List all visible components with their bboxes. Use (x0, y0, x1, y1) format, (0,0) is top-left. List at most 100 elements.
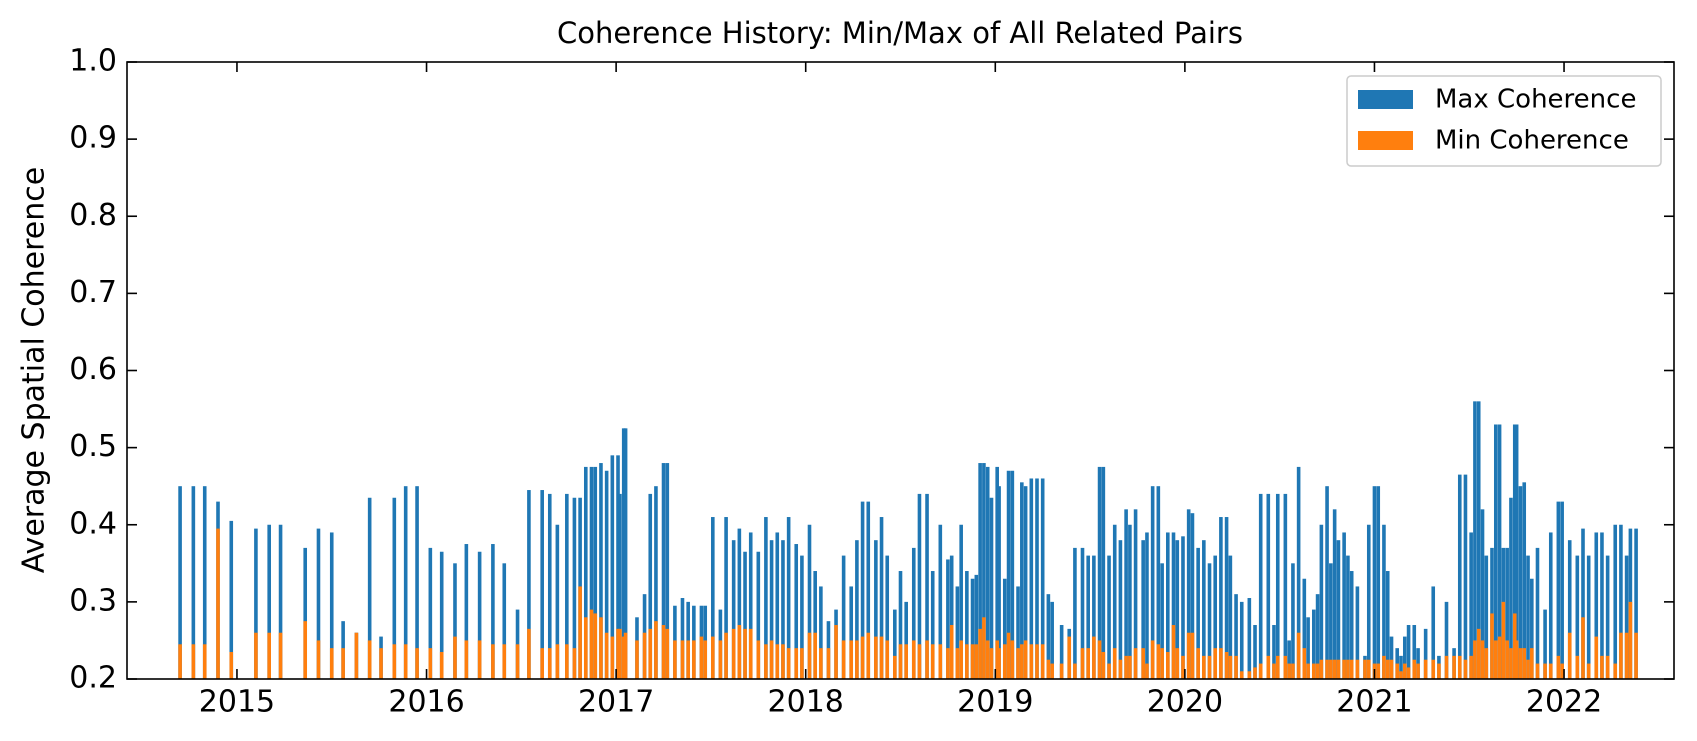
bar (572, 497, 577, 679)
x-tick-label: 2021 (1336, 685, 1412, 720)
bar (1613, 663, 1618, 679)
bar (1150, 640, 1155, 679)
bar (1355, 659, 1360, 679)
bar (925, 640, 929, 679)
bar (959, 640, 963, 679)
bar (540, 490, 544, 679)
bar (711, 517, 715, 679)
bar (202, 644, 207, 679)
bar (278, 632, 283, 679)
bar (1530, 578, 1534, 679)
bar (379, 648, 383, 679)
bar (1124, 509, 1128, 679)
y-tick-label: 0.7 (69, 275, 117, 310)
bar (1023, 486, 1028, 679)
chart-title: Coherence History: Min/Max of All Relate… (557, 16, 1243, 50)
bar (965, 571, 969, 679)
legend-label: Max Coherence (1435, 85, 1636, 115)
bar (1634, 528, 1638, 679)
bar (178, 486, 182, 679)
bar (621, 428, 626, 679)
bar (1548, 663, 1553, 679)
y-tick-label: 0.4 (69, 506, 117, 541)
bar (1010, 640, 1015, 679)
bar (904, 601, 908, 679)
bar (1092, 555, 1096, 679)
bar (703, 640, 708, 679)
bar (1107, 555, 1111, 679)
bar (974, 574, 979, 679)
bar (1145, 663, 1149, 679)
bar (1253, 625, 1257, 679)
bar (599, 463, 603, 679)
bar (1512, 424, 1517, 679)
bar (879, 517, 884, 679)
bar (813, 632, 817, 679)
bar (565, 644, 569, 679)
bar (1431, 659, 1436, 679)
bar (1619, 632, 1623, 679)
bar (781, 644, 785, 679)
bar (316, 528, 321, 679)
bar (604, 632, 609, 679)
bar (1124, 655, 1128, 679)
bar (1080, 547, 1085, 679)
bar (1518, 648, 1523, 679)
bar (711, 636, 715, 679)
bar (648, 493, 653, 679)
bar (1275, 655, 1280, 679)
bar (1016, 586, 1020, 679)
bar (1530, 648, 1534, 679)
bar (959, 524, 963, 679)
bar (1509, 497, 1513, 679)
bar (1412, 659, 1417, 679)
bar (1287, 640, 1291, 679)
bar (1112, 648, 1117, 679)
bar (1535, 663, 1540, 679)
bar (1376, 663, 1381, 679)
bar (1329, 563, 1333, 679)
bar (1363, 659, 1367, 679)
bar (1624, 632, 1629, 679)
bar (547, 493, 552, 679)
bar (1040, 644, 1045, 679)
bar (748, 532, 753, 679)
x-tick-label: 2015 (199, 685, 275, 720)
bar (1141, 540, 1145, 679)
bar (1020, 644, 1024, 679)
bar (866, 501, 871, 679)
bar (403, 644, 408, 679)
bar (1372, 486, 1377, 679)
bar (1073, 663, 1077, 679)
bar (1247, 598, 1252, 679)
bar (1594, 636, 1599, 679)
bar (1560, 663, 1564, 679)
bar (589, 466, 594, 679)
bar (439, 551, 444, 679)
bar (898, 644, 903, 679)
y-tick-label: 0.2 (69, 661, 117, 696)
bar (1556, 501, 1561, 679)
bar (1266, 493, 1271, 679)
bar (648, 628, 653, 679)
bar (604, 470, 609, 679)
bar (997, 648, 1001, 679)
bar (593, 466, 598, 679)
bar (743, 551, 747, 679)
bar (428, 648, 433, 679)
bar (1490, 613, 1494, 679)
bar (572, 648, 577, 679)
bar (1399, 655, 1403, 679)
bar (1581, 617, 1585, 679)
bar (593, 613, 598, 679)
bar (841, 640, 846, 679)
bar (1476, 401, 1481, 679)
bar (1480, 640, 1485, 679)
bar (254, 632, 258, 679)
bar (1213, 555, 1218, 679)
bar (477, 551, 482, 679)
bar (989, 497, 994, 679)
bar (254, 528, 258, 679)
bar (502, 644, 507, 679)
bar (1166, 652, 1170, 679)
